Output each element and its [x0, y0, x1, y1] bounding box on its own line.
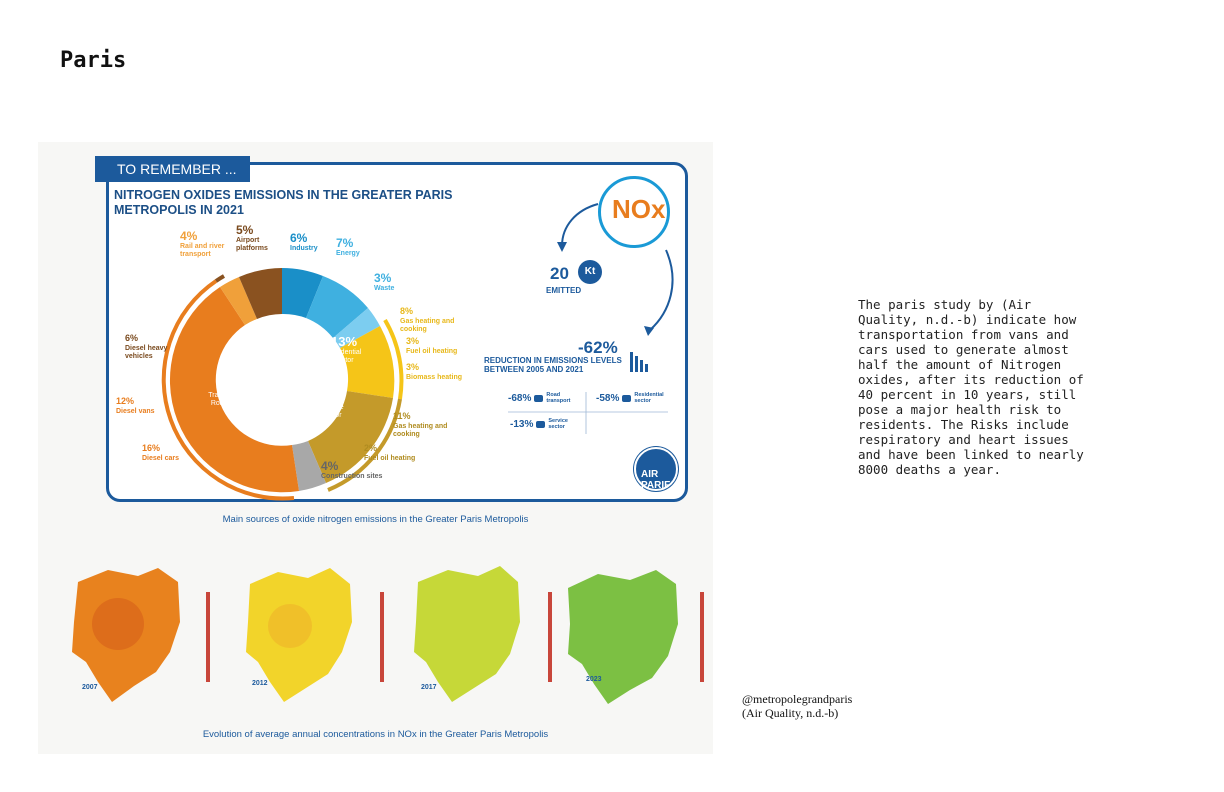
label-industry: 6% Industry: [290, 231, 318, 253]
segment-rail-river: [220, 277, 257, 325]
emitted-label: EMITTED: [546, 286, 582, 295]
label-gas-heating-residential: 8% Gas heating and cooking: [400, 306, 455, 333]
map-2007: [72, 568, 210, 702]
label-diesel-cars: 16% Diesel cars: [142, 443, 179, 462]
image-credit: @metropolegrandparis (Air Quality, n.d.-…: [742, 692, 852, 720]
label-fuel-oil-service: 2% Fuel oil heating: [364, 443, 416, 462]
donut-caption: Main sources of oxide nitrogen emissions…: [222, 514, 529, 525]
house-icon: [622, 394, 632, 402]
segment-service: [308, 391, 393, 483]
label-waste: 3% Waste: [374, 271, 395, 293]
map-2023: [568, 570, 704, 704]
label-airport: 5% Airport platforms: [236, 223, 268, 253]
label-biomass: 3% Biomass heating: [406, 362, 463, 381]
remember-tab: TO REMEMBER ...: [95, 156, 250, 182]
label-fuel-oil-residential: 3% Fuel oil heating: [406, 336, 458, 355]
nox-label: NOx: [612, 194, 666, 224]
map-year-2012: 2012: [252, 680, 268, 687]
segment-construction: [292, 441, 326, 491]
label-gas-heating-service: 11% Gas heating and cooking: [393, 411, 448, 438]
segment-airport: [239, 268, 282, 319]
credit-handle: @metropolegrandparis: [742, 692, 853, 706]
arrow-nox-to-kt: [561, 203, 599, 247]
arrow-nox-to-reduction: [649, 249, 674, 331]
car-icon: [534, 394, 544, 402]
segment-energy: [306, 276, 368, 338]
stat-road-transport: -68% Road transport: [508, 392, 571, 404]
outer-arc-heavy: [214, 274, 226, 283]
outer-arc-road: [161, 279, 295, 501]
group-road-transport: 43% Transport routier Road transport: [208, 377, 260, 408]
arrow-head-kt: [557, 242, 567, 252]
label-energy: 7% Energy: [336, 236, 360, 258]
reduction-value: -62%: [578, 338, 618, 357]
donut-chart: [161, 203, 674, 501]
outer-arc-residential: [383, 318, 404, 400]
segment-residential: [340, 326, 395, 398]
label-rail-river: 4% Rail and river transport: [180, 229, 225, 259]
map-year-2023: 2023: [586, 676, 602, 683]
stat-residential: -58% Residential sector: [596, 392, 664, 404]
map-year-2007: 2007: [82, 684, 98, 691]
reduction-label: REDUCTION IN EMISSIONS LEVELS BETWEEN 20…: [484, 356, 622, 374]
group-service: 14% Service sector: [318, 389, 346, 420]
label-diesel-heavy: 6% Diesel heavy vehicles: [125, 333, 168, 360]
stat-service: -13% Service sector: [510, 418, 568, 430]
map-year-2017: 2017: [421, 684, 437, 691]
segment-industry: [282, 268, 323, 318]
group-residential: 13% Residential sector: [326, 334, 362, 365]
emitted-value: 20: [550, 264, 569, 283]
maps-caption: Evolution of average annual concentratio…: [202, 729, 549, 740]
airparif-logo: AIR PARIF: [634, 447, 678, 491]
outer-arc-service: [327, 398, 402, 492]
label-diesel-vans: 12% Diesel vans: [116, 396, 155, 415]
infographic-title: NITROGEN OXIDES EMISSIONS IN THE GREATER…: [114, 188, 453, 217]
segment-waste: [333, 308, 380, 348]
segment-road-transport: [169, 287, 299, 493]
nox-maps: [72, 566, 704, 704]
label-construction: 4% Construction sites: [321, 459, 383, 481]
nox-badge: [598, 176, 670, 248]
credit-source: (Air Quality, n.d.-b): [742, 706, 839, 720]
map-2017: [414, 566, 552, 702]
chart-icon-bar: [630, 352, 633, 372]
body-paragraph: The paris study by (Air Quality, n.d.-b)…: [858, 297, 1084, 477]
map-2012: [246, 568, 384, 702]
arrow-head-reduction: [644, 326, 654, 336]
page-title: Paris: [60, 48, 127, 73]
emitted-unit: Kt: [578, 260, 602, 284]
infographic-figure: TO REMEMBER ... NITROGEN OXIDES EMISSION…: [38, 142, 713, 754]
building-icon: [536, 420, 546, 428]
